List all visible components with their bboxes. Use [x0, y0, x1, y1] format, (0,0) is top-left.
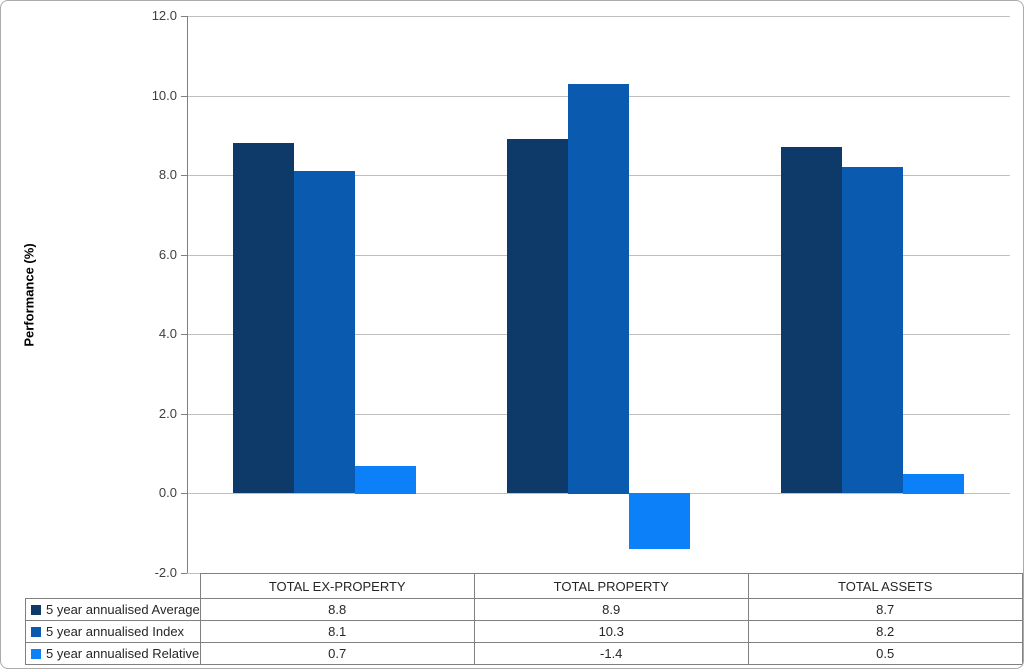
legend-label: 5 year annualised Index [46, 624, 185, 639]
bar-5-year-annualised-relative-0 [355, 466, 416, 494]
y-tick-label: 10.0 [151, 88, 177, 103]
table-header-row: TOTAL EX-PROPERTY TOTAL PROPERTY TOTAL ASS… [26, 573, 1023, 599]
bar-5-year-annualised-index-2 [842, 167, 903, 493]
table-value-cell: -1.4 [473, 642, 749, 665]
legend-swatch [31, 605, 41, 615]
category-label: TOTAL ASSETS [747, 573, 1023, 599]
bar-5-year-annualised-average-2 [781, 147, 842, 493]
table-row: 5 year annualised Index 8.1 10.3 8.2 [25, 620, 1023, 643]
table-row: 5 year annualised Average 8.8 8.9 8.7 [25, 598, 1023, 621]
table-value-cell: 0.5 [747, 642, 1023, 665]
bar-5-year-annualised-index-0 [294, 171, 355, 493]
legend-cell: 5 year annualised Average [25, 598, 201, 621]
table-value-cell: 8.1 [199, 620, 475, 643]
y-tick-label: -2.0 [154, 565, 177, 580]
table-blank-cell [26, 574, 201, 599]
category-label: TOTAL EX-PROPERTY [199, 573, 475, 599]
y-tick-label: 8.0 [158, 167, 177, 182]
bar-5-year-annualised-average-1 [507, 139, 568, 493]
y-tick [181, 493, 187, 494]
table-value-cell: 10.3 [473, 620, 749, 643]
y-tick [181, 573, 187, 574]
y-tick [181, 175, 187, 176]
table-value-cell: 8.9 [473, 598, 749, 621]
y-tick [181, 414, 187, 415]
legend-cell: 5 year annualised Relative [25, 642, 201, 665]
y-gridline [187, 16, 1010, 17]
table-value-cell: 0.7 [199, 642, 475, 665]
y-tick-label: 0.0 [158, 485, 177, 500]
legend-label: 5 year annualised Average [46, 602, 200, 617]
legend-swatch [31, 649, 41, 659]
y-tick [181, 16, 187, 17]
y-tick-label: 12.0 [151, 8, 177, 23]
bar-5-year-annualised-relative-2 [903, 474, 964, 494]
legend-cell: 5 year annualised Index [25, 620, 201, 643]
data-table: TOTAL EX-PROPERTY TOTAL PROPERTY TOTAL ASS… [25, 573, 1023, 665]
category-label: TOTAL PROPERTY [473, 573, 749, 599]
bar-5-year-annualised-relative-1 [629, 493, 690, 549]
table-value-cell: 8.7 [747, 598, 1023, 621]
y-tick-label: 6.0 [158, 247, 177, 262]
y-tick [181, 96, 187, 97]
table-value-cell: 8.8 [199, 598, 475, 621]
table-value-cell: 8.2 [747, 620, 1023, 643]
y-tick-label: 2.0 [158, 406, 177, 421]
legend-swatch [31, 627, 41, 637]
y-tick [181, 255, 187, 256]
y-tick-label: 4.0 [158, 326, 177, 341]
bar-5-year-annualised-average-0 [233, 143, 294, 493]
y-axis-line [187, 16, 188, 573]
y-tick [181, 334, 187, 335]
legend-label: 5 year annualised Relative [46, 646, 200, 661]
table-row: 5 year annualised Relative 0.7 -1.4 0.5 [25, 642, 1023, 665]
bar-5-year-annualised-index-1 [568, 84, 629, 494]
